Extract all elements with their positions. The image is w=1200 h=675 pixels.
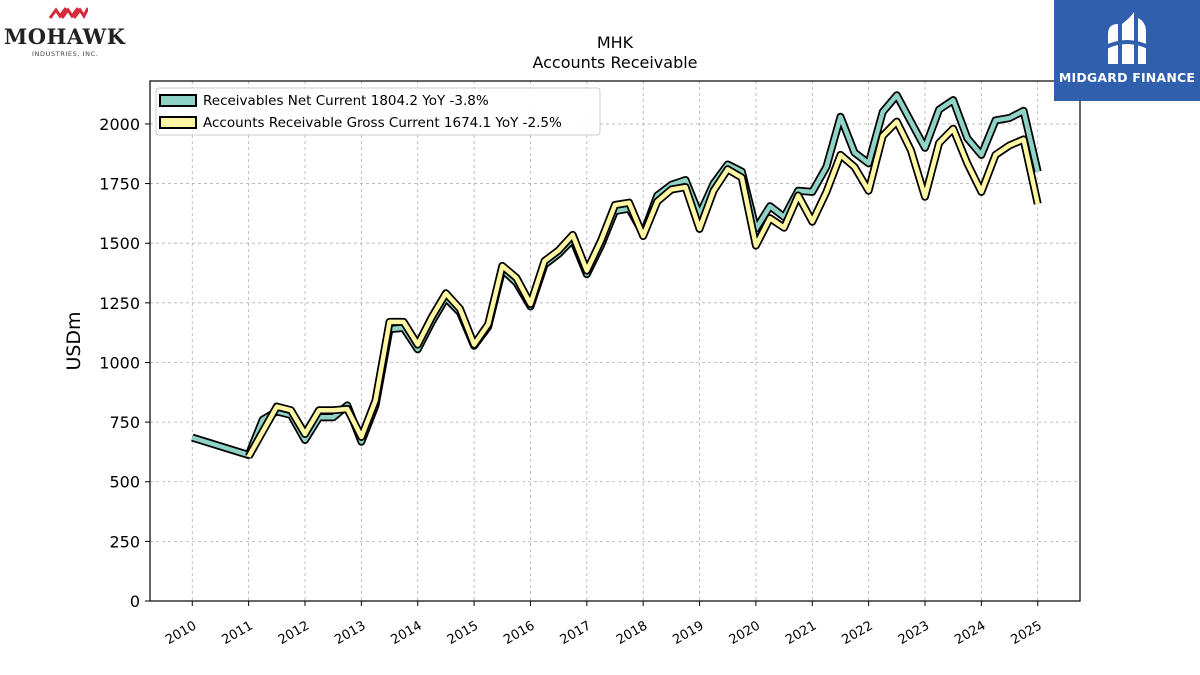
x-tick-label: 2022 bbox=[839, 618, 875, 648]
x-tick-label: 2019 bbox=[670, 618, 706, 648]
x-tick-label: 2013 bbox=[332, 618, 368, 648]
y-tick-label: 750 bbox=[109, 413, 140, 432]
mohawk-subtitle: INDUSTRIES, INC. bbox=[32, 50, 99, 58]
x-tick-label: 2016 bbox=[501, 618, 537, 648]
x-tick-label: 2017 bbox=[558, 618, 594, 648]
x-tick-label: 2015 bbox=[445, 618, 481, 648]
grid-lines bbox=[150, 81, 1080, 602]
mohawk-logo: MOHAWK INDUSTRIES, INC. bbox=[4, 4, 130, 60]
legend-swatch bbox=[159, 116, 197, 129]
x-tick-label: 2010 bbox=[163, 618, 199, 648]
plot-frame bbox=[149, 80, 1081, 602]
x-tick-label: 2011 bbox=[219, 618, 255, 648]
y-tick-label: 1500 bbox=[99, 234, 140, 253]
legend-swatch bbox=[159, 94, 197, 107]
chart-subtitle: Accounts Receivable bbox=[532, 53, 697, 72]
axis-ticks: 0 250 500 750 1000 1250 1500 1750 2000 2010 2011 20… bbox=[99, 115, 1044, 648]
legend: Receivables Net Current 1804.2 YoY -3.8%… bbox=[155, 87, 601, 136]
x-tick-label: 2014 bbox=[389, 618, 425, 648]
midgard-wordmark: MIDGARD FINANCE bbox=[1058, 70, 1196, 85]
x-tick-label: 2021 bbox=[783, 618, 819, 648]
x-tick-label: 2020 bbox=[727, 618, 763, 648]
y-tick-label: 500 bbox=[109, 473, 140, 492]
midgard-mark-icon bbox=[1103, 12, 1151, 64]
y-axis-label: USDm bbox=[63, 311, 85, 370]
series-lines bbox=[191, 91, 1042, 459]
y-tick-label: 2000 bbox=[99, 115, 140, 134]
legend-box bbox=[155, 87, 601, 136]
legend-label: Accounts Receivable Gross Current 1674.1… bbox=[203, 115, 562, 131]
legend-label: Receivables Net Current 1804.2 YoY -3.8% bbox=[203, 93, 489, 109]
mohawk-wordmark: MOHAWK bbox=[4, 24, 126, 49]
x-tick-label: 2024 bbox=[952, 618, 988, 648]
y-tick-label: 1000 bbox=[99, 353, 140, 372]
x-tick-label: 2012 bbox=[276, 618, 312, 648]
chart-title: MHK bbox=[597, 33, 634, 52]
mohawk-mark-icon bbox=[48, 7, 88, 19]
x-tick-label: 2025 bbox=[1009, 618, 1045, 648]
y-tick-label: 1250 bbox=[99, 294, 140, 313]
y-tick-label: 0 bbox=[130, 592, 140, 611]
midgard-finance-logo: MIDGARD FINANCE bbox=[1054, 0, 1200, 101]
y-tick-label: 250 bbox=[109, 532, 140, 551]
y-tick-label: 1750 bbox=[99, 175, 140, 194]
series-line-1 bbox=[246, 119, 1040, 458]
x-tick-label: 2023 bbox=[896, 618, 932, 648]
x-tick-label: 2018 bbox=[614, 618, 650, 648]
